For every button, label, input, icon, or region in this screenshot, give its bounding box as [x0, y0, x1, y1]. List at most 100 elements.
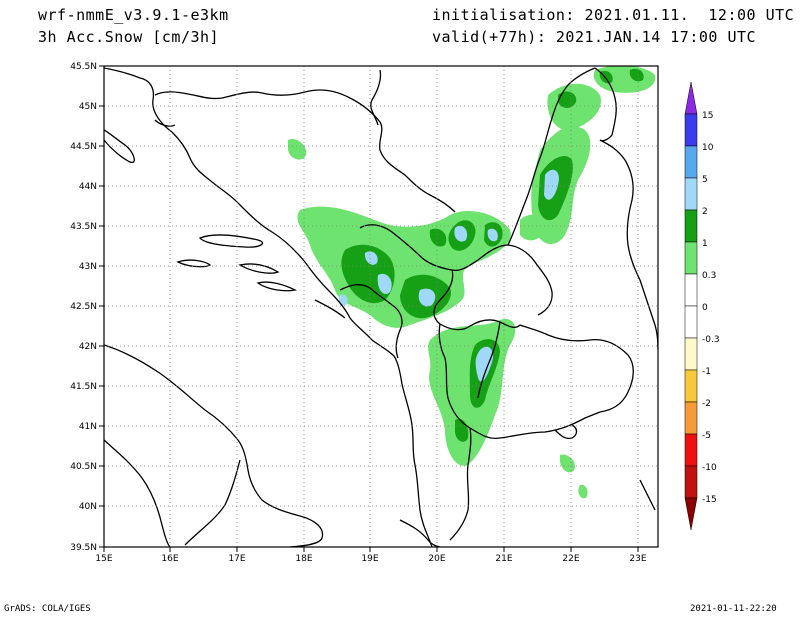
colorbar: 15 10 5 2 1 0.3 0 -0.3 -1 -2 -5 -10 -15 — [684, 81, 720, 531]
lat-label: 45N — [79, 102, 97, 112]
hvar-island — [176, 259, 212, 268]
danube — [594, 67, 617, 142]
colorbar-label: -1 — [702, 367, 711, 377]
snow-field — [288, 66, 656, 499]
snow-max — [487, 228, 498, 242]
lon-labels: 15E 16E 17E 18E 19E 20E 21E 22E 23E — [95, 554, 646, 564]
colorbar-segment — [684, 401, 698, 435]
snow-max — [377, 273, 392, 295]
snow-core — [429, 228, 447, 247]
field-title: 3h Acc.Snow [cm/3h] — [38, 28, 220, 46]
colorbar-label: 10 — [702, 143, 714, 153]
lon-label: 18E — [295, 554, 312, 564]
serbia-romania-border — [507, 67, 596, 246]
corfu-area — [399, 519, 441, 547]
colorbar-label: 2 — [702, 207, 708, 217]
lat-label: 44.5N — [70, 142, 97, 152]
colorbar-labels: 15 10 5 2 1 0.3 0 -0.3 -1 -2 -5 -10 -15 — [702, 111, 720, 505]
snow-max — [454, 225, 468, 242]
albania-greece-border — [449, 427, 472, 541]
colorbar-segment — [684, 273, 698, 307]
lat-label: 39.5N — [70, 543, 97, 553]
colorbar-segment — [684, 305, 698, 339]
lon-label: 19E — [361, 554, 378, 564]
adriatic-coast — [104, 67, 433, 547]
snow-patch — [288, 139, 307, 160]
lon-label: 23E — [629, 554, 646, 564]
snow-core — [629, 68, 644, 82]
lat-labels: 45.5N 45N 44.5N 44N 43.5N 43N 42.5N 42N … — [70, 62, 97, 553]
lat-label: 45.5N — [70, 62, 97, 72]
lat-label: 44N — [79, 182, 97, 192]
lat-label: 42N — [79, 342, 97, 352]
colorbar-bottom-arrow — [684, 497, 698, 531]
kosovo-border — [433, 269, 521, 331]
mljet-island — [256, 281, 297, 292]
krk-island — [104, 129, 135, 164]
colorbar-label: -15 — [702, 495, 717, 505]
snow-core — [558, 91, 577, 108]
colorbar-label: -5 — [702, 431, 711, 441]
colorbar-segment — [684, 369, 698, 403]
colorbar-segment — [684, 433, 698, 467]
snow-patch — [297, 206, 511, 328]
colorbar-label: -10 — [702, 463, 717, 473]
colorbar-segment — [684, 337, 698, 371]
colorbar-segment — [684, 113, 698, 147]
colorbar-segment — [684, 177, 698, 211]
lon-label: 21E — [495, 554, 512, 564]
colorbar-label: 15 — [702, 111, 713, 121]
italy-inner — [184, 459, 241, 546]
snow-patch — [560, 454, 575, 473]
macedonia-greece-border — [438, 323, 601, 440]
valid-time: valid(+77h): 2021.JAN.14 17:00 UTC — [432, 28, 757, 46]
montenegro-border — [359, 224, 479, 271]
korcula-island — [238, 263, 280, 274]
thessaloniki-coast — [554, 424, 578, 440]
lat-label: 43.5N — [70, 222, 97, 232]
colorbar-segment — [684, 241, 698, 275]
grid — [104, 66, 658, 547]
snow-max — [544, 169, 559, 200]
colorbar-label: -2 — [702, 399, 711, 409]
lat-label: 43N — [79, 262, 97, 272]
montenegro-albania-border — [339, 284, 403, 359]
lon-label: 22E — [562, 554, 579, 564]
lon-label: 20E — [428, 554, 445, 564]
brac-island — [198, 234, 263, 248]
snow-max — [338, 294, 348, 306]
peljesac — [314, 299, 346, 319]
snow-patch — [520, 214, 545, 241]
colorbar-segment — [684, 209, 698, 243]
lat-label: 40.5N — [70, 462, 97, 472]
lat-label: 40N — [79, 502, 97, 512]
bulgaria-east — [639, 279, 658, 351]
macedonia-bulgaria-border — [519, 324, 634, 413]
footer-timestamp: 2021-01-11-22:20 — [690, 604, 777, 614]
small-island — [154, 119, 176, 127]
colorbar-segment — [684, 465, 698, 499]
croatia-hungary-border — [370, 69, 382, 126]
colorbar-label: 0 — [702, 303, 708, 313]
colorbar-top-arrow — [684, 81, 698, 115]
colorbar-label: 5 — [702, 175, 708, 185]
lat-label: 41N — [79, 422, 97, 432]
footer-credit: GrADS: COLA/IGES — [4, 604, 91, 614]
colorbar-label: -0.3 — [702, 335, 720, 345]
colorbar-segment — [684, 145, 698, 179]
lat-label: 41.5N — [70, 382, 97, 392]
lon-label: 16E — [161, 554, 178, 564]
serbia-kosovo-border — [477, 244, 553, 316]
aegean-coast — [639, 479, 656, 511]
init-time: initialisation: 2021.01.11. 12:00 UTC — [432, 6, 795, 24]
snow-max — [418, 288, 436, 307]
colorbar-label: 0.3 — [702, 271, 716, 281]
snow-max — [364, 251, 378, 265]
bosnia-north-border — [154, 89, 456, 213]
italy-heel — [104, 439, 171, 547]
lon-label: 17E — [228, 554, 245, 564]
colorbar-label: 1 — [702, 239, 708, 249]
italy-coast — [104, 344, 324, 547]
serbia-bulgaria-border — [599, 139, 641, 281]
snow-patch — [578, 484, 588, 499]
